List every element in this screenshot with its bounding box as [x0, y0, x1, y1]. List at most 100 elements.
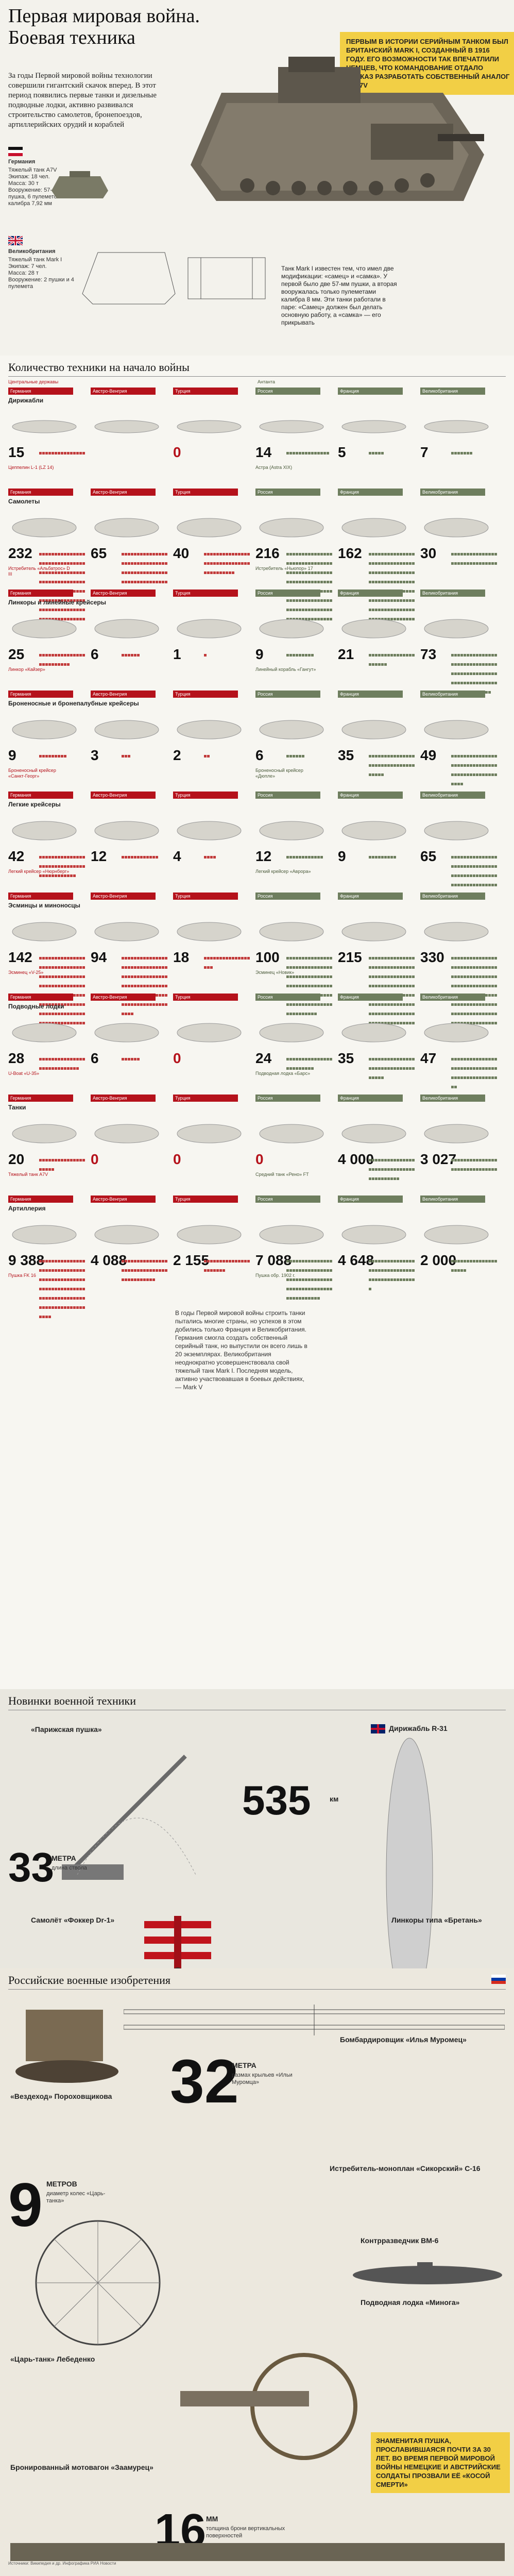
unit-square [409, 957, 412, 959]
country-header-4: Франция [338, 994, 403, 1001]
unit-square [70, 1022, 73, 1024]
unit-square [76, 571, 79, 574]
unit-square [390, 1013, 393, 1015]
unit-square [485, 654, 488, 656]
value-squares [39, 953, 85, 1028]
unit-square [470, 856, 472, 858]
unit-square [485, 1159, 488, 1161]
country-header-5: Великобритания [420, 1095, 485, 1102]
unit-square [302, 755, 304, 757]
unit-square [464, 663, 466, 666]
unit-square [152, 1278, 155, 1281]
unit-square [485, 874, 488, 877]
country-header-2: Турция [173, 691, 238, 698]
unit-square [152, 966, 155, 969]
unit-square [165, 957, 167, 959]
unit-square [457, 1076, 460, 1079]
unit-square [372, 1260, 374, 1262]
unit-square [488, 1058, 491, 1060]
unit-square [232, 553, 234, 555]
unit-square [286, 985, 289, 987]
unit-square [454, 957, 457, 959]
unit-square [48, 1278, 51, 1281]
unit-square [52, 1288, 54, 1290]
unit-square [64, 856, 66, 858]
value-squares [204, 953, 250, 972]
unit-square [70, 1306, 73, 1309]
unit-square [286, 755, 289, 757]
unit-square [494, 1067, 497, 1070]
unit-square [412, 1159, 415, 1161]
unit-square [302, 609, 304, 611]
unit-square [479, 773, 482, 776]
unit-square [222, 571, 225, 574]
unit-square [67, 654, 70, 656]
equipment-silhouette [341, 518, 406, 537]
unit-square [403, 599, 405, 602]
value-squares [451, 751, 498, 788]
unit-square [378, 599, 381, 602]
unit-square [76, 975, 79, 978]
unit-square [314, 975, 317, 978]
unit-square [323, 571, 326, 574]
equipment-silhouette [177, 720, 242, 739]
unit-square [330, 581, 332, 583]
unit-square [58, 1003, 60, 1006]
unit-square [299, 1260, 301, 1262]
bretagne-title: Линкоры типа «Бретань» [391, 1916, 482, 1924]
unit-square [286, 553, 289, 555]
unit-square [61, 1306, 63, 1309]
unit-square [482, 553, 485, 555]
unit-square [330, 599, 332, 602]
unit-square [460, 764, 463, 767]
unit-square [45, 1297, 48, 1300]
unit-square [140, 966, 143, 969]
country-header-1: Австро-Венгрия [91, 1095, 156, 1102]
unit-square [128, 1278, 130, 1281]
unit-square [229, 562, 231, 565]
unit-square [400, 1278, 402, 1281]
unit-square [39, 663, 42, 666]
unit-square [400, 581, 402, 583]
unit-square [61, 452, 63, 454]
unit-square [473, 1058, 475, 1060]
unit-square [378, 609, 381, 611]
unit-square [204, 553, 207, 555]
unit-square [162, 975, 164, 978]
unit-square [397, 764, 399, 767]
unit-square [470, 682, 472, 684]
unit-square [485, 691, 488, 694]
unit-square [390, 755, 393, 757]
unit-square [39, 1288, 42, 1290]
unit-square [79, 1260, 82, 1262]
unit-square [165, 1003, 167, 1006]
unit-square [317, 618, 320, 620]
unit-square [296, 975, 298, 978]
country-header-4: Франция [338, 1196, 403, 1203]
unit-square [131, 957, 133, 959]
unit-square [467, 1159, 469, 1161]
unit-square [79, 1003, 82, 1006]
unit-square [494, 672, 497, 675]
category-label: Эсминцы и миноносцы [8, 902, 80, 909]
unit-square [372, 966, 374, 969]
unit-square [372, 985, 374, 987]
unit-square [296, 571, 298, 574]
unit-square [79, 590, 82, 593]
unit-square [162, 985, 164, 987]
unit-square [406, 618, 408, 620]
equipment-silhouette [341, 922, 406, 941]
unit-square [323, 1269, 326, 1272]
category-label: Танки [8, 1104, 26, 1111]
unit-square [305, 618, 307, 620]
unit-square [39, 1269, 42, 1272]
unit-square [387, 1067, 390, 1070]
unit-square [70, 599, 73, 602]
germany-flag-icon [8, 147, 23, 156]
unit-square [317, 1003, 320, 1006]
unit-square [403, 764, 405, 767]
unit-square [210, 957, 213, 959]
unit-square [470, 764, 472, 767]
unit-square [58, 553, 60, 555]
unit-square [311, 609, 314, 611]
